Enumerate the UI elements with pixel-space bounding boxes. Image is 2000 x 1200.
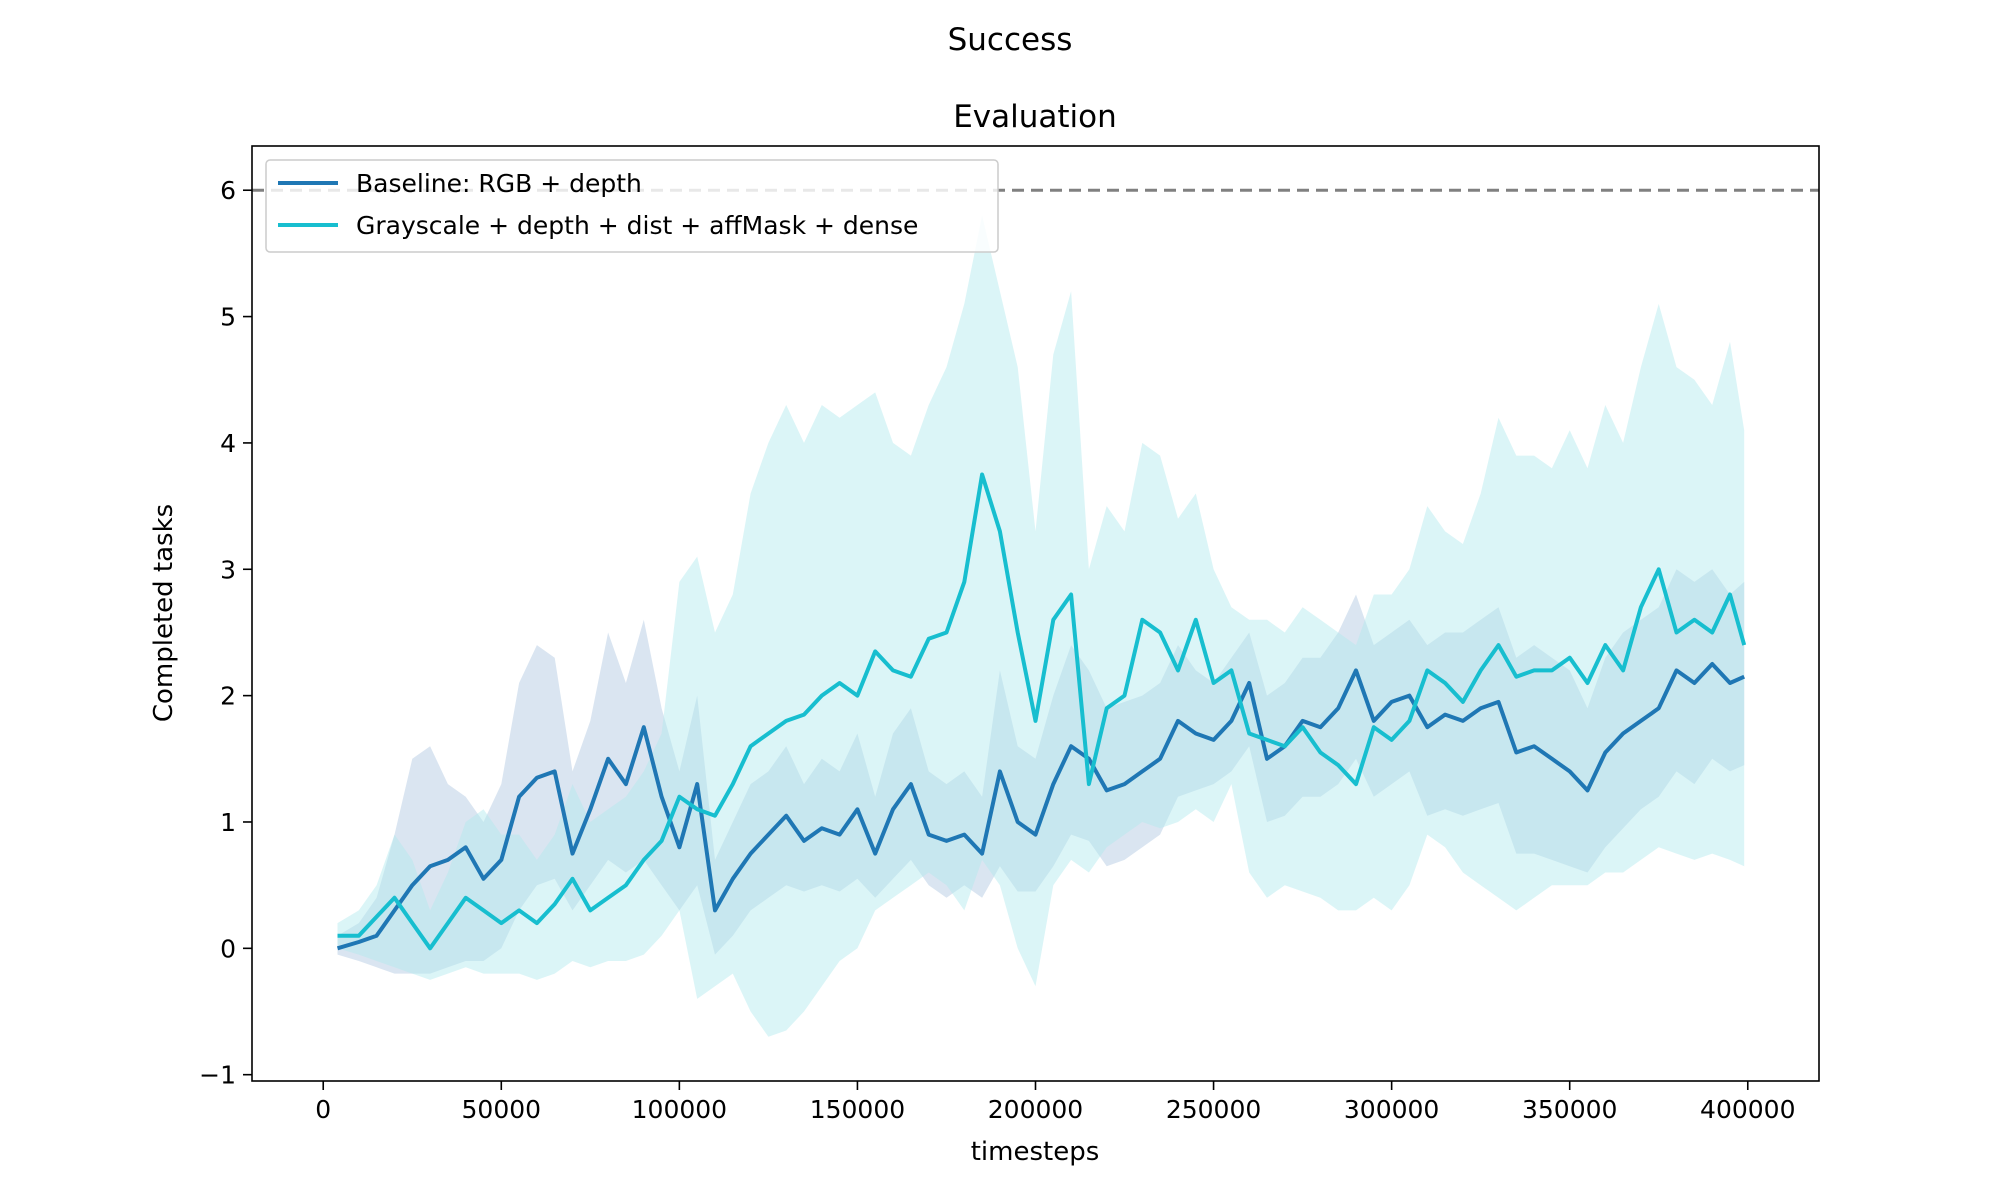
- y-axis-ticks: −1 0 1 2 3 4 5 6: [199, 176, 252, 1090]
- x-tick-label: 250000: [1166, 1095, 1261, 1124]
- legend-label-baseline: Baseline: RGB + depth: [356, 169, 642, 198]
- y-tick-label: −1: [199, 1061, 236, 1090]
- y-axis-label: Completed tasks: [149, 504, 179, 722]
- figure-suptitle: Success: [948, 22, 1073, 58]
- y-tick-label: 2: [220, 682, 236, 711]
- y-tick-label: 6: [220, 176, 236, 205]
- chart-title: Evaluation: [953, 99, 1117, 135]
- series-line-grayscale: [337, 472, 1747, 951]
- x-tick-label: 150000: [810, 1095, 905, 1124]
- x-axis-ticks: 0 50000 100000 150000 200000 250000 300000 3500…: [315, 1081, 1795, 1124]
- y-tick-label: 1: [220, 808, 236, 837]
- x-tick-label: 300000: [1344, 1095, 1439, 1124]
- y-tick-label: 5: [220, 303, 236, 332]
- y-tick-label: 4: [220, 429, 236, 458]
- legend-label-grayscale: Grayscale + depth + dist + affMask + den…: [356, 211, 918, 240]
- x-tick-label: 350000: [1522, 1095, 1617, 1124]
- series-lines: [336, 472, 1747, 951]
- band-grayscale: [337, 215, 1745, 1037]
- legend: Baseline: RGB + depth Grayscale + depth …: [265, 159, 999, 253]
- series-line-baseline: [336, 662, 1746, 951]
- x-tick-label: 50000: [462, 1095, 542, 1124]
- x-tick-label: 200000: [988, 1095, 1083, 1124]
- legend-box: [265, 159, 999, 253]
- confidence-bands: [337, 215, 1745, 1037]
- x-tick-label: 0: [315, 1095, 331, 1124]
- y-tick-label: 0: [220, 934, 236, 963]
- x-axis-label: timesteps: [971, 1137, 1100, 1167]
- y-tick-label: 3: [220, 555, 236, 584]
- x-tick-label: 100000: [632, 1095, 727, 1124]
- x-tick-label: 400000: [1700, 1095, 1795, 1124]
- band-baseline: [337, 569, 1745, 974]
